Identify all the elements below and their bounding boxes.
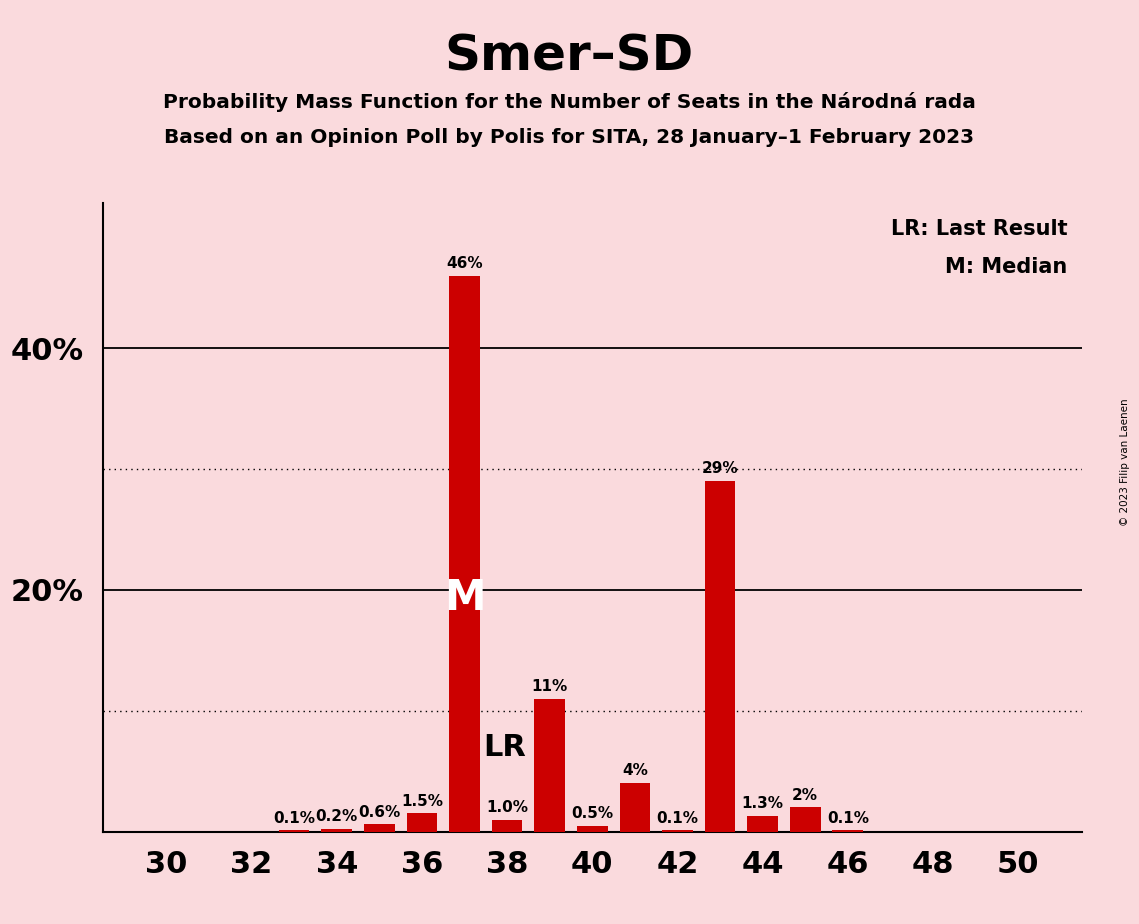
Text: 0.6%: 0.6% <box>358 805 401 820</box>
Text: © 2023 Filip van Laenen: © 2023 Filip van Laenen <box>1121 398 1130 526</box>
Text: 1.5%: 1.5% <box>401 794 443 808</box>
Text: 0.2%: 0.2% <box>316 809 358 824</box>
Bar <box>321 829 352 832</box>
Text: 0.5%: 0.5% <box>572 806 613 821</box>
Text: 11%: 11% <box>532 679 568 694</box>
Text: Smer–SD: Smer–SD <box>445 32 694 80</box>
Text: 0.1%: 0.1% <box>656 810 698 825</box>
Bar <box>492 820 523 832</box>
Text: 2%: 2% <box>793 787 818 803</box>
Text: 29%: 29% <box>702 461 738 477</box>
Bar <box>534 699 565 832</box>
Text: 0.1%: 0.1% <box>273 810 316 825</box>
Bar <box>449 275 480 832</box>
Bar <box>407 813 437 832</box>
Text: LR: Last Result: LR: Last Result <box>891 219 1067 239</box>
Text: 1.3%: 1.3% <box>741 796 784 811</box>
Text: 0.1%: 0.1% <box>827 810 869 825</box>
Text: 46%: 46% <box>446 256 483 271</box>
Text: M: Median: M: Median <box>945 257 1067 276</box>
Text: Based on an Opinion Poll by Polis for SITA, 28 January–1 February 2023: Based on an Opinion Poll by Polis for SI… <box>164 128 975 147</box>
Text: M: M <box>444 578 485 619</box>
Text: 4%: 4% <box>622 763 648 778</box>
Bar <box>833 831 863 832</box>
Bar <box>577 825 607 832</box>
Text: Probability Mass Function for the Number of Seats in the Národná rada: Probability Mass Function for the Number… <box>163 92 976 113</box>
Bar <box>747 816 778 832</box>
Bar <box>705 481 736 832</box>
Bar <box>789 808 820 832</box>
Text: LR: LR <box>484 733 526 761</box>
Bar <box>620 784 650 832</box>
Bar <box>662 831 693 832</box>
Bar <box>364 824 395 832</box>
Text: 1.0%: 1.0% <box>486 799 528 815</box>
Bar <box>279 831 310 832</box>
